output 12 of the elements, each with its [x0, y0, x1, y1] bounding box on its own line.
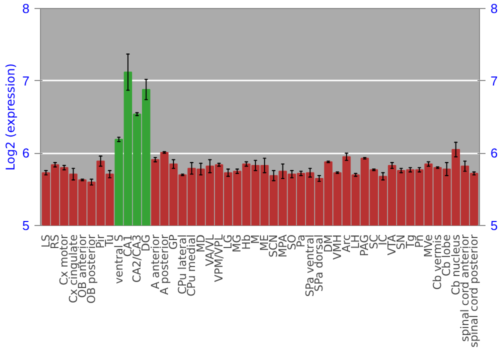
y2-tick-label: 8: [490, 1, 498, 16]
y-tick-label: 6: [22, 146, 30, 161]
y-axis-title: Log2 (expression): [3, 64, 18, 170]
y2-tick-label: 5: [490, 218, 498, 233]
x-tick-label: spinal cord posterior: [468, 234, 481, 348]
x-tick-label: OB posterior: [85, 234, 98, 304]
y-tick-label: 5: [22, 218, 30, 233]
y-tick-label: 7: [22, 73, 30, 88]
y2-tick-label: 6: [490, 146, 498, 161]
y-tick-label: 8: [22, 1, 30, 16]
x-tick-label: Tg: [404, 234, 417, 250]
y2-tick-label: 7: [490, 73, 498, 88]
